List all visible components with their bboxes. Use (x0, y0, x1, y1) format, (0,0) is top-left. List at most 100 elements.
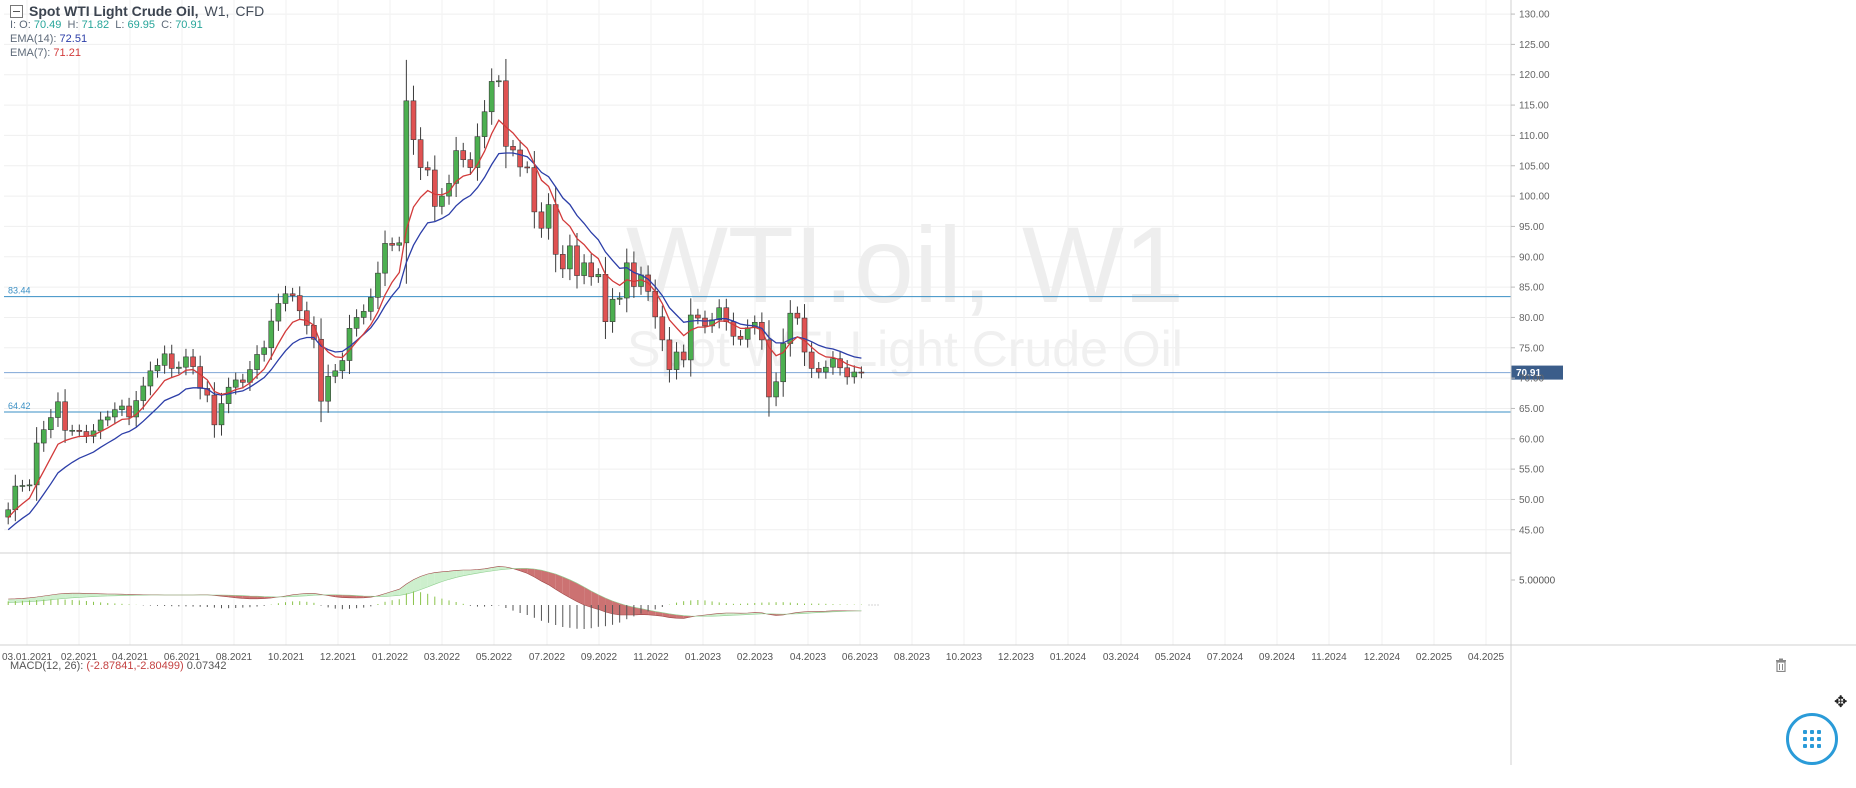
axes: 45.0050.0055.0060.0065.0070.0075.0080.00… (0, 0, 1856, 765)
candle-body (404, 101, 409, 243)
macd-label: MACD(12, 26): (10, 660, 83, 672)
candle-body (802, 318, 807, 352)
candle-body (560, 254, 565, 269)
candle-body (361, 311, 366, 317)
ema14-value: 72.51 (60, 33, 88, 45)
candle-body (596, 274, 601, 276)
candle-body (304, 311, 309, 326)
y-tick-label: 65.00 (1519, 404, 1544, 415)
macd-legend: MACD(12, 26): (-2.87841,-2.80499) 0.0734… (10, 660, 226, 672)
candle-body (518, 150, 523, 167)
candle-body (795, 313, 800, 318)
candle-body (13, 486, 18, 510)
macd-fill (541, 570, 548, 585)
macd-scale-label: 5.00000 (1519, 576, 1556, 587)
ema7-legend: EMA(7): 71.21 (10, 46, 264, 60)
candle-body (546, 205, 551, 229)
y-tick-label: 50.00 (1519, 495, 1544, 506)
candle-body (830, 359, 835, 367)
x-tick-label: 12.2021 (320, 652, 357, 663)
candle-body (525, 167, 530, 168)
candle-body (439, 196, 444, 206)
ema14-legend: EMA(14): 72.51 (10, 32, 264, 46)
horizontal-line-label: 64.42 (8, 401, 31, 411)
candle-body (333, 371, 338, 376)
candle-body (262, 348, 267, 355)
x-tick-label: 03.2024 (1103, 652, 1140, 663)
candle-body (290, 294, 295, 296)
candle-body (532, 168, 537, 212)
candle-body (340, 361, 345, 371)
x-tick-label: 01.2023 (685, 652, 722, 663)
candle-body (383, 243, 388, 273)
candle-body (859, 372, 864, 373)
candle-body (98, 420, 103, 431)
candle-body (63, 402, 68, 431)
trash-icon[interactable] (1775, 658, 1787, 672)
ema7-label: EMA(7): (10, 47, 50, 59)
watermark-symbol: WTI.oil, W1 (626, 204, 1184, 325)
macd-values: (-2.87841,-2.80499) (86, 660, 183, 672)
candle-body (48, 418, 53, 430)
candle-body (148, 371, 153, 386)
candle-body (41, 430, 46, 443)
candle-body (610, 299, 615, 321)
y-tick-label: 120.00 (1519, 70, 1550, 81)
y-tick-label: 45.00 (1519, 525, 1544, 536)
macd-fill (442, 571, 449, 581)
candle-body (55, 402, 60, 418)
collapse-icon[interactable] (10, 5, 23, 18)
candle-body (674, 352, 679, 370)
x-tick-label: 07.2022 (529, 652, 566, 663)
macd-fill (449, 570, 456, 579)
x-tick-label: 12.2023 (998, 652, 1035, 663)
candle-body (255, 354, 260, 369)
menu-button[interactable] (1786, 713, 1838, 765)
candle-body (34, 443, 39, 485)
candle-body (418, 140, 423, 168)
x-tick-label: 02.2023 (737, 652, 774, 663)
candle-body (27, 485, 32, 486)
candle-body (575, 246, 580, 276)
y-tick-label: 105.00 (1519, 161, 1550, 172)
x-tick-label: 07.2024 (1207, 652, 1244, 663)
candle-body (77, 430, 82, 431)
candle-body (816, 368, 821, 372)
candle-body (603, 274, 608, 321)
x-tick-label: 09.2024 (1259, 652, 1296, 663)
candle-body (852, 372, 857, 377)
move-icon[interactable]: ✥ (1834, 692, 1847, 712)
candle-body (553, 205, 558, 255)
low-value: 69.95 (127, 19, 155, 31)
horizontal-line-label: 83.44 (8, 286, 31, 296)
candle-body (461, 151, 466, 160)
candle-body (660, 317, 665, 340)
candle-body (20, 486, 25, 487)
candle-body (475, 137, 480, 168)
y-tick-label: 85.00 (1519, 283, 1544, 294)
candle-body (454, 151, 459, 184)
candle-body (297, 296, 302, 311)
candle-body (198, 367, 203, 389)
candle-body (127, 406, 132, 417)
macd-fill (58, 593, 65, 599)
x-tick-label: 11.2024 (1311, 652, 1347, 663)
macd-fill (399, 584, 406, 595)
candle-body (240, 380, 245, 382)
candle-body (119, 406, 124, 410)
candle-body (539, 212, 544, 228)
x-tick-label: 04.2025 (1468, 652, 1505, 663)
candle-body (233, 380, 238, 387)
candle-body (368, 297, 373, 311)
macd-fill (556, 574, 563, 594)
y-tick-label: 90.00 (1519, 252, 1544, 263)
close-value: 70.91 (175, 19, 203, 31)
candle-body (468, 160, 473, 168)
macd-fill (584, 587, 591, 607)
candle-body (169, 354, 174, 369)
x-tick-label: 09.2022 (581, 652, 618, 663)
candle-body (397, 243, 402, 245)
candle-body (482, 112, 487, 137)
